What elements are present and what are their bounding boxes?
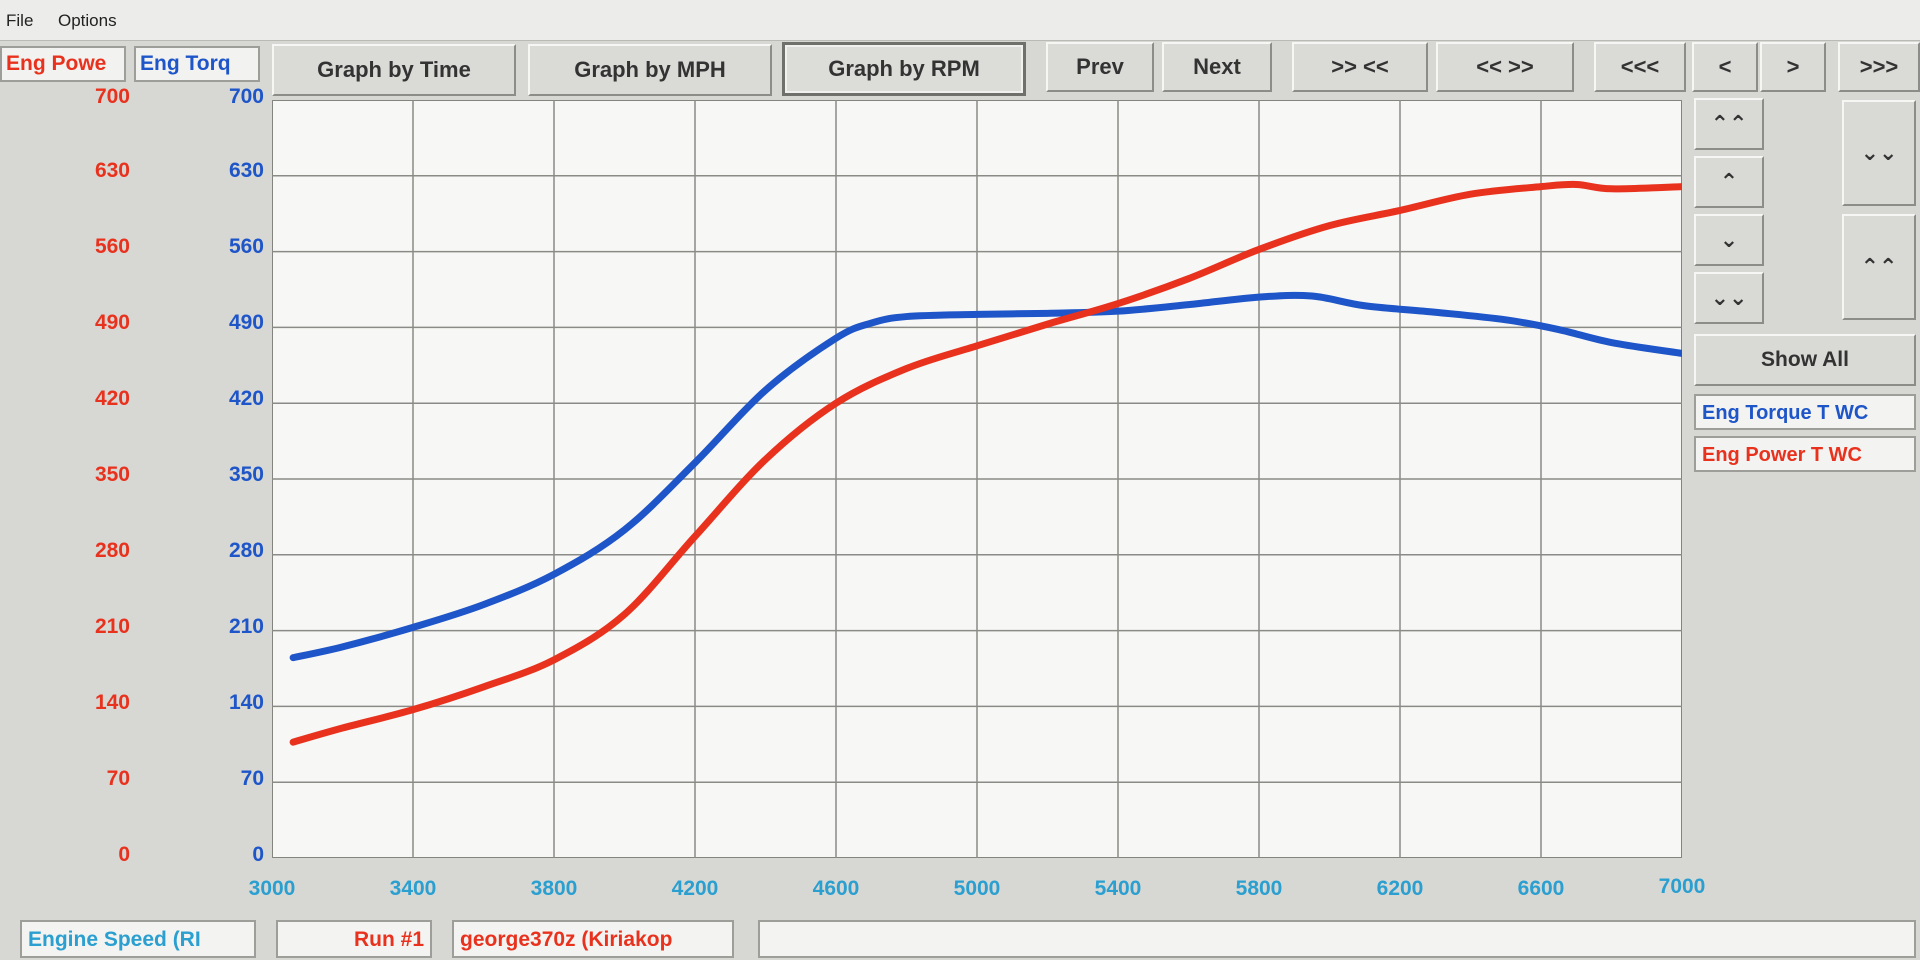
zoom-in-button[interactable]: >> << xyxy=(1292,42,1428,92)
graph-by-mph-button[interactable]: Graph by MPH xyxy=(528,44,772,96)
power-tick-label: 70 xyxy=(106,767,130,790)
torque-tick-label: 280 xyxy=(228,539,264,562)
menu-options[interactable]: Options xyxy=(58,11,117,30)
x-tick-label: 3400 xyxy=(389,877,437,900)
x-tick-label: 5800 xyxy=(1235,877,1283,900)
expand-up-button[interactable]: ⌃⌃ xyxy=(1842,214,1916,320)
power-tick-label: 210 xyxy=(94,615,130,638)
torque-tick-label: 0 xyxy=(252,843,264,866)
graph-by-time-button[interactable]: Graph by Time xyxy=(272,44,516,96)
power-tick-label: 0 xyxy=(118,843,130,866)
x-tick-label: 4200 xyxy=(671,877,719,900)
power-series-line xyxy=(289,180,1682,746)
torque-tick-label: 700 xyxy=(228,85,264,108)
dyno-chart[interactable] xyxy=(272,100,1682,858)
next-button[interactable]: Next xyxy=(1162,42,1272,92)
x-tick-label: 3800 xyxy=(530,877,578,900)
show-all-button[interactable]: Show All xyxy=(1694,334,1916,386)
torque-tick-label: 420 xyxy=(228,387,264,410)
scroll-last-button[interactable]: >>> xyxy=(1838,42,1920,92)
series-layer xyxy=(289,180,1682,746)
torque-tick-label: 140 xyxy=(228,691,264,714)
torque-tick-label: 350 xyxy=(228,463,264,486)
x-tick-label: 5000 xyxy=(953,877,1001,900)
torque-series-line xyxy=(289,291,1682,662)
scroll-left-button[interactable]: < xyxy=(1692,42,1758,92)
menu-file[interactable]: File xyxy=(6,11,34,30)
power-tick-label: 630 xyxy=(94,159,130,182)
power-tick-label: 280 xyxy=(94,539,130,562)
graph-by-rpm-button[interactable]: Graph by RPM xyxy=(782,42,1026,96)
torque-tick-label: 70 xyxy=(240,767,264,790)
power-tick-label: 560 xyxy=(94,235,130,258)
run-name[interactable]: george370z (Kiriakop xyxy=(452,920,734,958)
x-tick-label: 3000 xyxy=(248,877,296,900)
scroll-down-fast-button[interactable]: ⌄⌄ xyxy=(1694,272,1764,324)
legend-item-power[interactable]: Eng Power T WC xyxy=(1694,436,1916,472)
power-tick-label: 140 xyxy=(94,691,130,714)
status-info-field xyxy=(758,920,1916,958)
x-tick-label: 6200 xyxy=(1376,877,1424,900)
power-axis-header[interactable]: Eng Powe xyxy=(0,46,126,82)
scroll-down-button[interactable]: ⌄ xyxy=(1694,214,1764,266)
run-indicator[interactable]: Run #1 xyxy=(276,920,432,958)
x-tick-label: 5400 xyxy=(1094,877,1142,900)
grid-lines xyxy=(272,100,1682,858)
zoom-out-button[interactable]: << >> xyxy=(1436,42,1574,92)
x-axis-select[interactable]: Engine Speed (RI xyxy=(20,920,256,958)
x-tick-label: 7000 xyxy=(1658,875,1706,898)
power-tick-label: 700 xyxy=(94,85,130,108)
prev-button[interactable]: Prev xyxy=(1046,42,1154,92)
scroll-first-button[interactable]: <<< xyxy=(1594,42,1686,92)
power-tick-label: 420 xyxy=(94,387,130,410)
torque-tick-label: 490 xyxy=(228,311,264,334)
scroll-up-button[interactable]: ⌃ xyxy=(1694,156,1764,208)
torque-tick-label: 560 xyxy=(228,235,264,258)
x-tick-label: 6600 xyxy=(1517,877,1565,900)
expand-down-button[interactable]: ⌄⌄ xyxy=(1842,100,1916,206)
x-tick-label: 4600 xyxy=(812,877,860,900)
scroll-up-fast-button[interactable]: ⌃⌃ xyxy=(1694,98,1764,150)
legend-item-torque[interactable]: Eng Torque T WC xyxy=(1694,394,1916,430)
scroll-right-button[interactable]: > xyxy=(1760,42,1826,92)
torque-tick-label: 210 xyxy=(228,615,264,638)
torque-tick-label: 630 xyxy=(228,159,264,182)
menu-bar: File Options xyxy=(0,0,1920,41)
power-tick-label: 490 xyxy=(94,311,130,334)
torque-axis-header[interactable]: Eng Torq xyxy=(134,46,260,82)
power-tick-label: 350 xyxy=(94,463,130,486)
